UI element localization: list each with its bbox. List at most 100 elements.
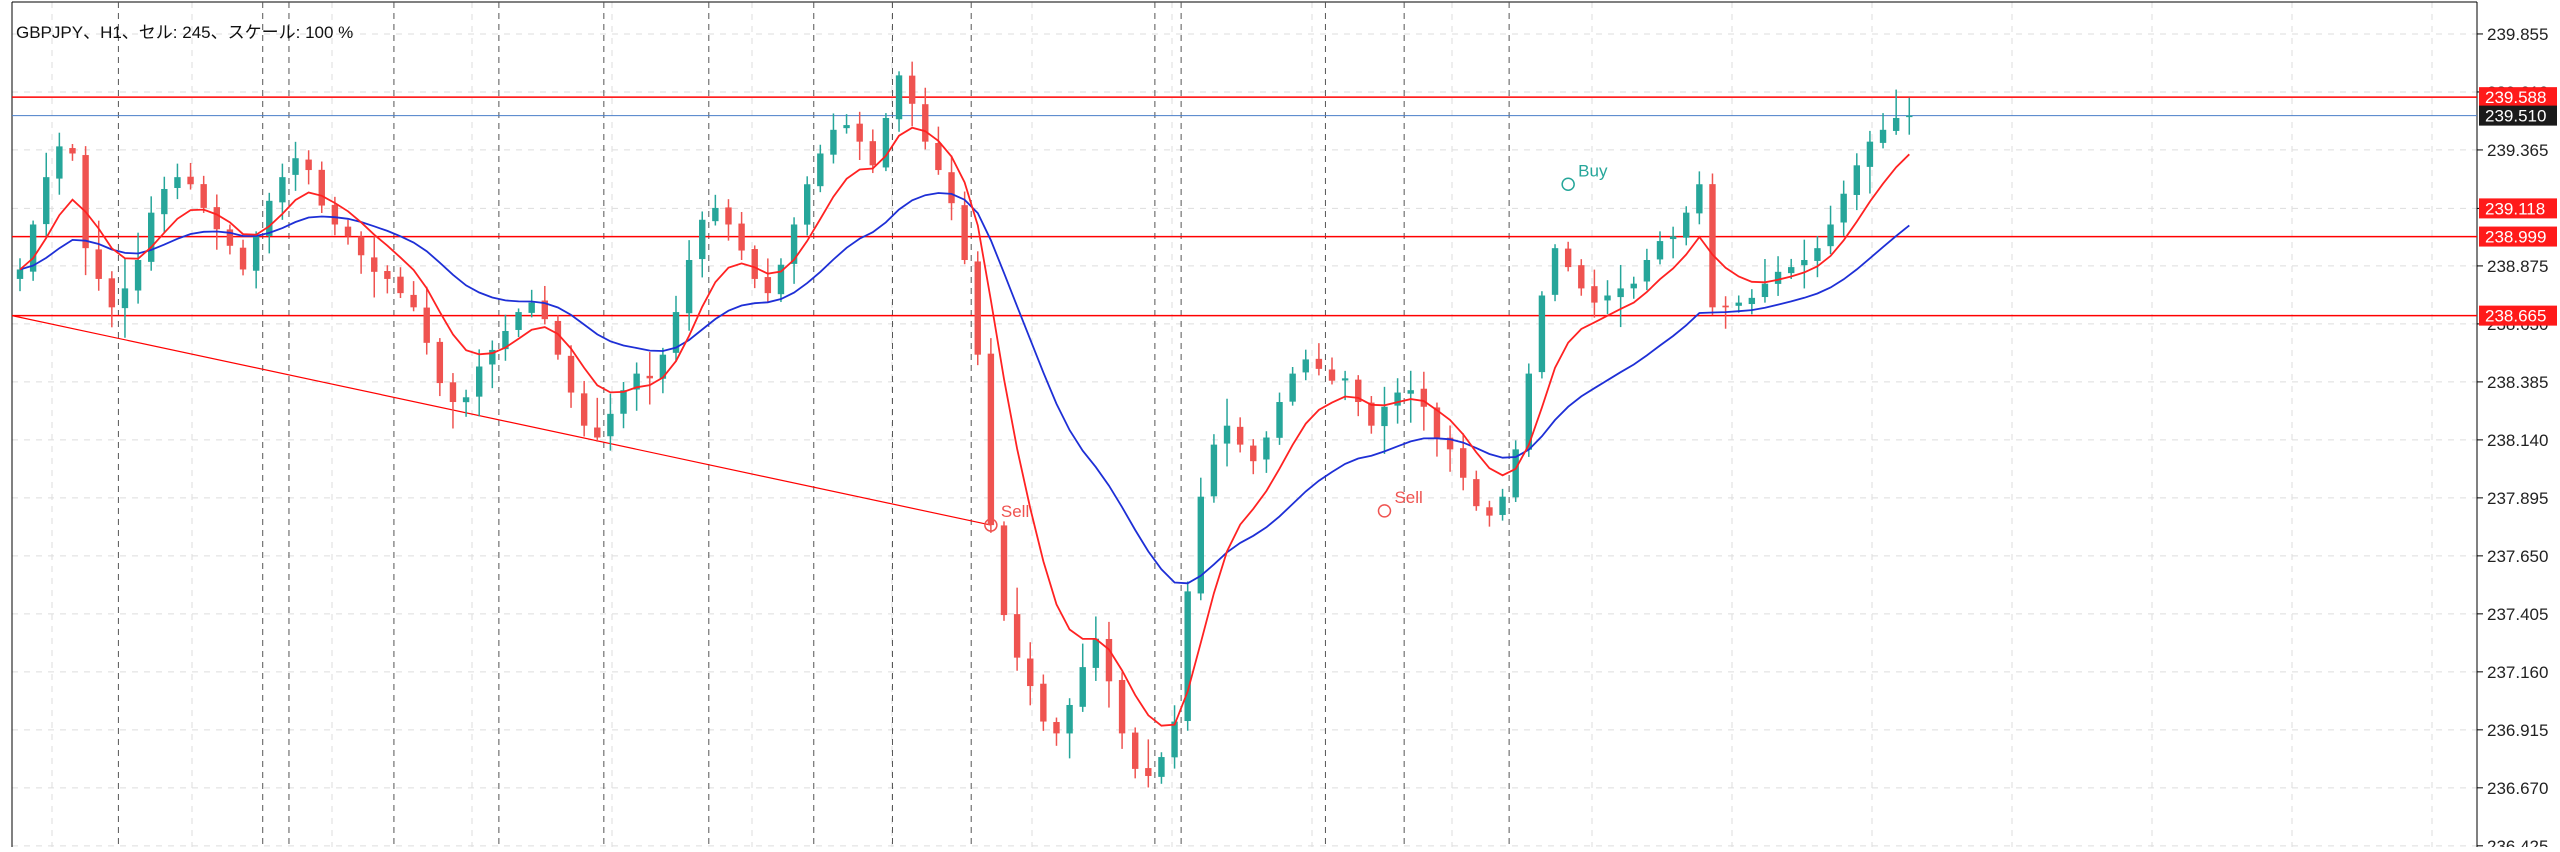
candle-bear (1368, 396, 1375, 434)
candle-bull (29, 220, 37, 281)
candle-bull (515, 308, 522, 337)
y-tick-label: 237.160 (2487, 663, 2548, 682)
candle-bear (1027, 642, 1034, 706)
candle-bull (699, 211, 706, 278)
candle-body (948, 172, 955, 204)
candle-body (29, 224, 37, 272)
candle-body (869, 141, 876, 166)
candle-body (134, 259, 142, 291)
candle-body (1132, 732, 1139, 769)
y-tick-label: 238.385 (2487, 373, 2548, 392)
candle-bull (830, 113, 837, 164)
candle-body (1788, 267, 1795, 274)
candle-bull (1263, 431, 1270, 473)
candle-bear (1236, 417, 1244, 453)
candle-bear (1013, 587, 1021, 671)
candle-bull (16, 258, 24, 292)
candle-body (882, 117, 890, 168)
candle-bear (764, 258, 772, 303)
candle-body (594, 427, 601, 438)
price-tag: 239.588 (2479, 87, 2557, 108)
candle-bull (882, 113, 890, 172)
candle-body (16, 269, 24, 279)
candle-body (1433, 407, 1441, 438)
candle-bear (357, 231, 365, 274)
candle-bear (1473, 470, 1480, 511)
buy-signal: Buy (1561, 161, 1608, 192)
candle-bull (528, 289, 535, 318)
candle-body (1578, 265, 1585, 289)
candle-bear (187, 162, 194, 190)
candle-body (922, 104, 929, 142)
candle-bull (1289, 366, 1296, 406)
candle-body (817, 153, 824, 187)
candle-body (1040, 683, 1047, 722)
candle-body (69, 148, 76, 154)
candle-body (1053, 722, 1060, 734)
candle-bull (121, 258, 129, 338)
candle-bear (239, 239, 247, 276)
candle-body (279, 177, 286, 203)
candle-bear (922, 87, 929, 150)
candle-bull (1381, 386, 1388, 454)
candle-body (1289, 373, 1296, 402)
signal-label: Sell (1394, 488, 1422, 507)
candle-body (1866, 141, 1874, 167)
price-tag: 239.510 (2479, 105, 2557, 126)
candle-body (1171, 721, 1178, 758)
candle-body (108, 278, 116, 308)
candle-bear (1578, 259, 1585, 296)
candle-body (699, 219, 706, 260)
horizontal-lines[interactable] (12, 96, 2477, 317)
candle-bear (961, 191, 968, 265)
price-tag-bg (2479, 226, 2557, 247)
candle-bull (1761, 258, 1769, 303)
candle-bull (1879, 113, 1887, 149)
candle-bull (502, 314, 509, 361)
candle-bear (908, 61, 916, 127)
candle-bull (895, 71, 903, 132)
candle-bull (790, 217, 798, 284)
candle-bull (1814, 235, 1821, 278)
candle-body (213, 207, 220, 230)
candles (16, 61, 1913, 788)
price-axis[interactable]: 239.855239.610239.365239.118238.875238.6… (2477, 25, 2557, 852)
trend-line[interactable] (11, 315, 992, 526)
candle-bear (1315, 343, 1323, 376)
candle-bull (462, 389, 470, 417)
candle-bear (1446, 425, 1454, 472)
candle-body (646, 375, 653, 379)
candle-bear (200, 175, 207, 213)
candle-body (410, 294, 417, 308)
candle-bear (974, 251, 981, 366)
candle-bull (161, 176, 168, 233)
candle-bear (987, 338, 995, 533)
candle-body (1263, 437, 1270, 460)
candle-body (1525, 373, 1532, 450)
moving-averages (19, 126, 1910, 727)
candle-body (252, 236, 260, 271)
candle-body (1092, 638, 1100, 668)
candle-bull (1184, 581, 1191, 731)
candle-body (1709, 184, 1716, 308)
candle-body (305, 159, 312, 171)
y-tick-label: 237.405 (2487, 605, 2548, 624)
candle-bear (1328, 357, 1336, 385)
candle-bear (1433, 402, 1441, 457)
candle-bull (1604, 280, 1611, 315)
candle-body (318, 169, 325, 206)
candle-body (1512, 449, 1519, 498)
candle-body (384, 271, 391, 279)
candle-bear (646, 352, 653, 405)
candle-body (82, 155, 89, 249)
y-tick-label: 237.895 (2487, 489, 2548, 508)
candle-body (1486, 507, 1493, 516)
candle-bull (817, 144, 824, 193)
candle-bear (935, 126, 942, 175)
candle-body (371, 257, 378, 272)
candle-body (1696, 184, 1703, 214)
candle-bear (567, 345, 575, 408)
candle-body (712, 207, 719, 222)
